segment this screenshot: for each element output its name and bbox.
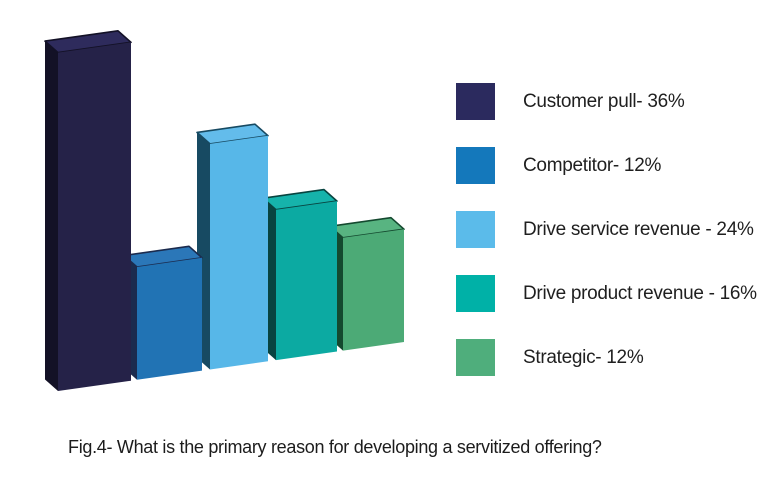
chart-legend: Customer pull- 36% Competitor- 12% Drive… <box>456 83 757 376</box>
bar-front-face <box>137 257 202 380</box>
legend-swatch <box>456 147 495 184</box>
legend-item: Customer pull- 36% <box>456 83 757 120</box>
bar-front-face <box>58 42 131 392</box>
figure-caption: Fig.4- What is the primary reason for de… <box>68 437 602 457</box>
legend-label: Customer pull- 36% <box>523 90 685 112</box>
bar-drive-service-revenue <box>196 123 269 370</box>
legend-swatch <box>456 211 495 248</box>
legend-label: Competitor- 12% <box>523 154 662 176</box>
legend-item: Drive product revenue - 16% <box>456 275 757 312</box>
legend-swatch <box>456 275 495 312</box>
bar-chart-3d <box>44 29 405 392</box>
bar-drive-product-revenue <box>262 188 338 361</box>
legend-label: Strategic- 12% <box>523 346 644 368</box>
legend-item: Competitor- 12% <box>456 147 757 184</box>
legend-item: Strategic- 12% <box>456 339 757 376</box>
bar-competitor <box>123 245 203 380</box>
bar-front-face <box>276 201 337 361</box>
bar-front-face <box>343 229 404 351</box>
legend-label: Drive product revenue - 16% <box>523 282 757 304</box>
legend-swatch <box>456 83 495 120</box>
bar-customer-pull <box>44 29 132 392</box>
bar-strategic <box>329 216 405 351</box>
bar-front-face <box>210 135 268 370</box>
legend-swatch <box>456 339 495 376</box>
legend-label: Drive service revenue - 24% <box>523 218 754 240</box>
bar-side-face <box>45 41 58 391</box>
legend-item: Drive service revenue - 24% <box>456 211 757 248</box>
